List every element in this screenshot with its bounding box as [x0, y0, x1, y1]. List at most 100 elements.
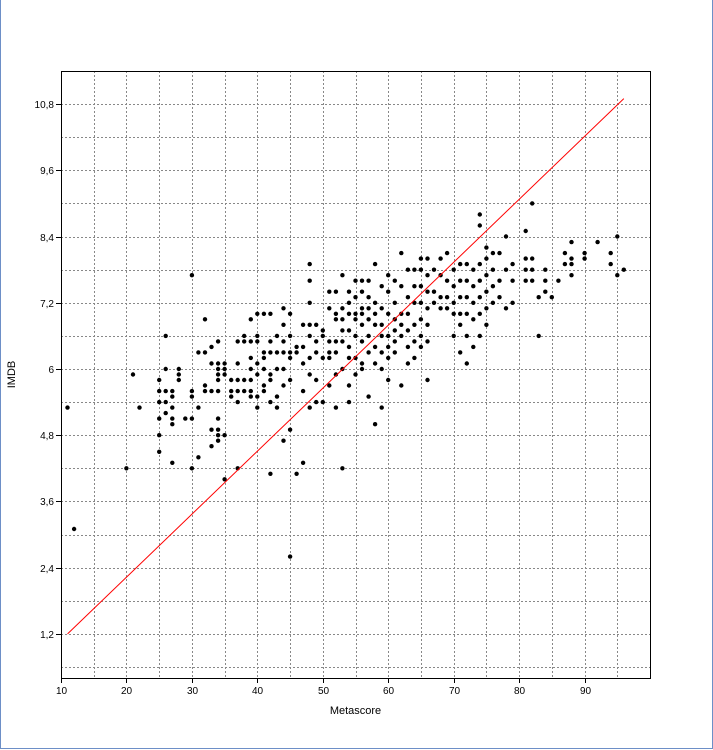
data-point [340, 339, 345, 344]
x-tick-label: 30 [187, 686, 199, 697]
data-point [163, 410, 168, 416]
data-point [307, 355, 312, 361]
data-point [215, 438, 221, 443]
data-point [451, 300, 456, 305]
data-point [333, 405, 339, 410]
data-point [386, 273, 391, 278]
data-point [242, 333, 247, 339]
data-point [510, 300, 515, 305]
data-point [333, 317, 339, 322]
data-point [248, 317, 253, 322]
data-point [346, 344, 352, 350]
data-point [562, 250, 568, 256]
y-tick-label: 4,8 [40, 431, 54, 442]
data-point [261, 311, 267, 316]
data-point [255, 311, 260, 316]
data-point [274, 333, 280, 339]
data-point [477, 333, 482, 339]
data-point [372, 300, 378, 305]
data-point [281, 339, 286, 344]
data-point [372, 422, 378, 427]
data-point [399, 250, 404, 256]
data-point [157, 399, 162, 405]
data-point [418, 267, 424, 272]
data-point [399, 383, 404, 388]
data-point [157, 433, 162, 438]
data-point [399, 284, 404, 289]
data-point [229, 377, 234, 383]
data-point [215, 433, 221, 438]
data-point [353, 317, 358, 322]
data-point [261, 383, 267, 388]
data-point [274, 394, 280, 399]
y-tick-label: 9,6 [40, 166, 54, 177]
data-point [307, 300, 312, 305]
data-point [608, 261, 613, 267]
reference-line [67, 98, 625, 635]
data-point [235, 339, 240, 344]
data-point [412, 284, 417, 289]
data-point [438, 306, 443, 311]
data-point [458, 261, 463, 267]
data-point [333, 289, 339, 294]
data-point [170, 460, 175, 465]
data-point [503, 306, 509, 311]
data-point [209, 444, 214, 449]
x-tick-label: 70 [449, 686, 461, 697]
data-point [530, 201, 535, 206]
x-tick-label: 40 [252, 686, 264, 697]
data-point [458, 350, 463, 355]
data-point [255, 333, 260, 339]
data-point [248, 377, 253, 383]
data-point [320, 328, 325, 333]
data-point [274, 366, 280, 372]
data-point [372, 311, 378, 316]
data-point [431, 267, 437, 272]
data-point [202, 383, 208, 388]
data-point [418, 344, 424, 350]
data-point [477, 212, 482, 217]
data-point [418, 300, 424, 305]
data-point [425, 322, 430, 327]
x-tick-label: 90 [580, 686, 592, 697]
data-point [163, 388, 168, 394]
data-point [242, 339, 247, 344]
data-point [268, 339, 273, 344]
data-point [484, 322, 489, 327]
data-point [255, 361, 260, 366]
data-point [418, 333, 424, 339]
data-point [405, 328, 411, 333]
data-point [268, 311, 273, 316]
data-point [392, 350, 397, 355]
data-point [386, 377, 391, 383]
data-point [510, 261, 515, 267]
data-point [229, 394, 234, 399]
data-point [215, 339, 221, 344]
data-point [353, 311, 358, 316]
data-point [209, 427, 214, 432]
data-point [300, 388, 306, 394]
data-point [294, 344, 299, 350]
data-point [425, 273, 430, 278]
data-point [621, 267, 626, 272]
data-point [543, 289, 548, 294]
data-point [163, 333, 168, 339]
data-point [170, 388, 175, 394]
data-point [569, 239, 574, 245]
data-point [366, 317, 371, 322]
data-point [549, 295, 554, 300]
grid-lines [61, 71, 650, 678]
data-point [569, 261, 574, 267]
data-point [497, 278, 502, 283]
data-point [431, 300, 437, 305]
data-point [464, 361, 469, 366]
data-point [412, 322, 417, 327]
data-point [268, 399, 273, 405]
data-point [359, 306, 365, 311]
data-point [451, 311, 456, 316]
data-point [261, 355, 267, 361]
data-point [386, 333, 391, 339]
data-point [346, 383, 352, 388]
data-point [484, 245, 489, 250]
